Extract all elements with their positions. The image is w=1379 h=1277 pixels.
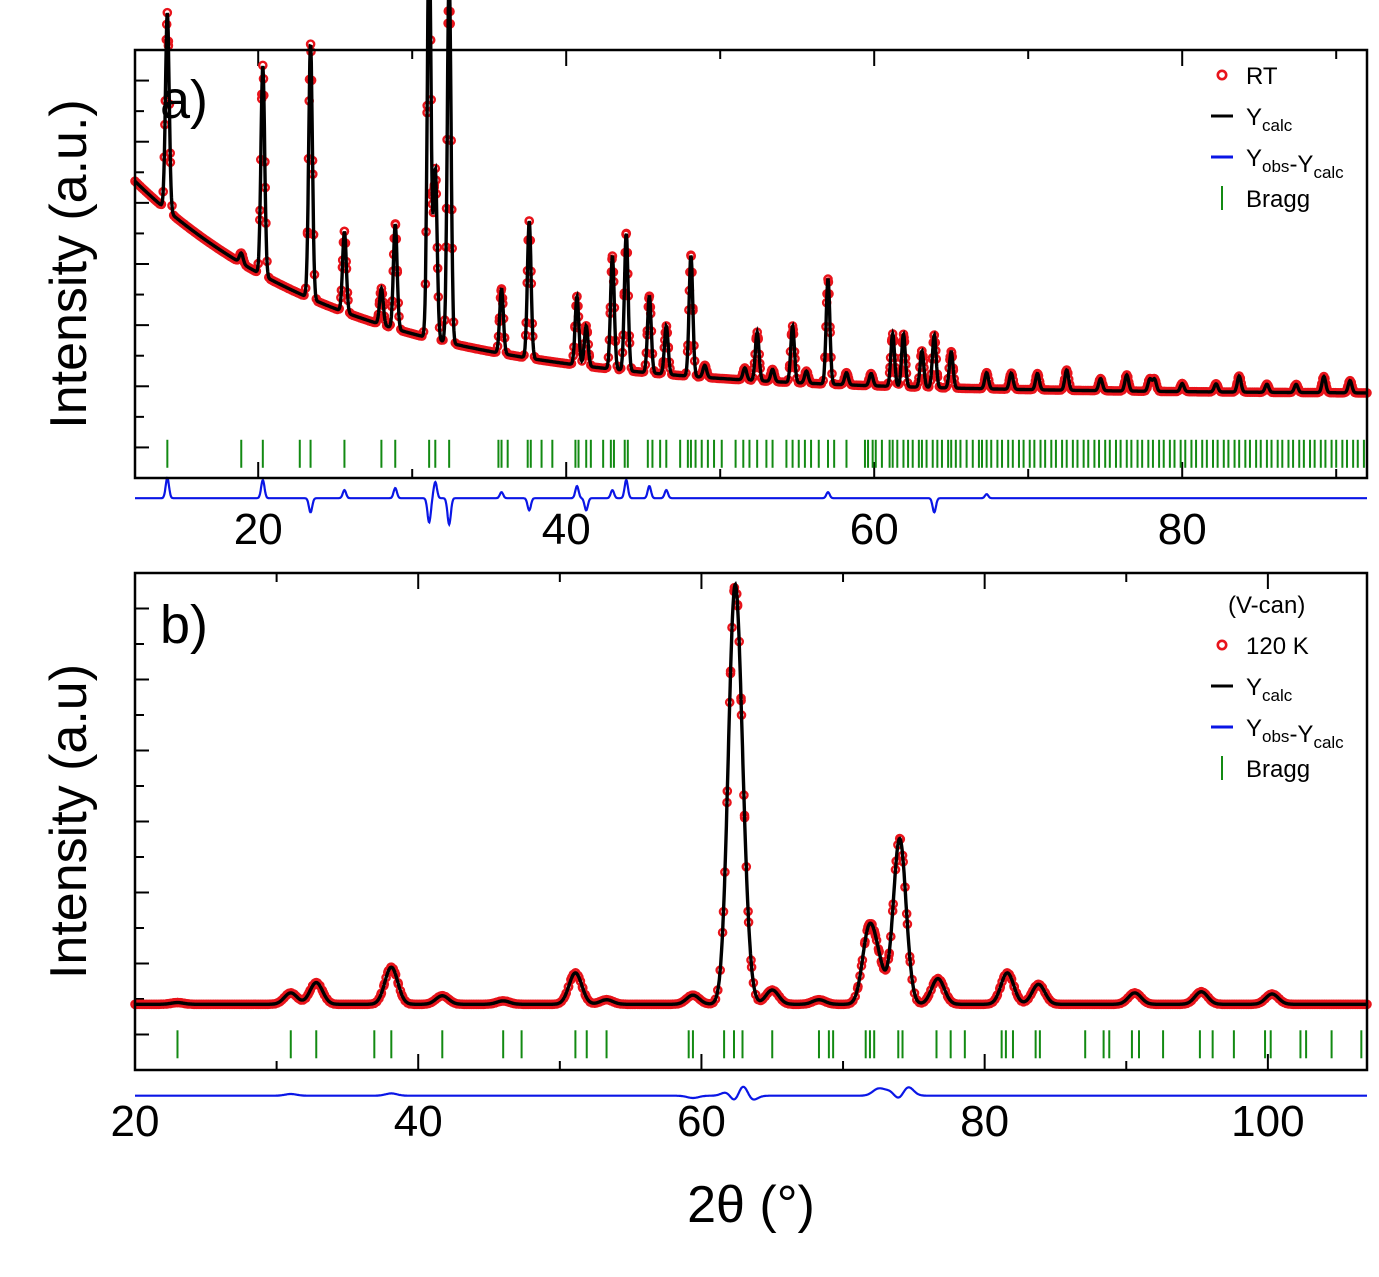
- panel-a-frame: [133, 48, 1369, 480]
- legend-label: Yobs-Ycalc: [1246, 715, 1344, 752]
- observed-point: [1207, 996, 1217, 1006]
- x-tick-label: 80: [960, 1097, 1009, 1146]
- panel-a-minor-ticks: [135, 49, 1338, 479]
- x-tick-label: 20: [234, 505, 283, 554]
- legend-item-bragg: Bragg: [1221, 186, 1310, 213]
- panel-a-difference-curve: [135, 476, 1367, 528]
- observed-point: [1140, 996, 1151, 1007]
- legend-observed-symbol: [1216, 639, 1228, 651]
- svg-text:(V-can): (V-can): [1228, 592, 1305, 619]
- panel-a-observed-points: [130, 6, 1372, 398]
- panel-b-x-tick-labels: 20 40 60 80 100: [111, 1097, 1305, 1146]
- legend-item-header: (V-can): [1228, 592, 1305, 619]
- panel-a-bragg-markers: [166, 439, 1365, 468]
- legend-label: 120 K: [1246, 633, 1309, 660]
- x-axis-title: 2θ (°): [687, 1176, 815, 1234]
- observed-point: [321, 993, 332, 1004]
- legend-label: Bragg: [1246, 186, 1310, 213]
- observed-point: [1044, 994, 1054, 1005]
- panel-b-calculated-curve: [135, 581, 1367, 1006]
- panel-a-x-tick-labels: 20 40 60 80: [234, 505, 1207, 554]
- legend-item-diff: Yobs-Ycalc: [1211, 145, 1344, 182]
- x-tick-label: 60: [850, 505, 899, 554]
- observed-point: [778, 995, 788, 1006]
- legend-item-calc: Ycalc: [1211, 104, 1293, 135]
- x-tick-label: 40: [394, 1097, 443, 1146]
- x-tick-label: 100: [1231, 1097, 1304, 1146]
- legend-item-obs: 120 K: [1216, 633, 1309, 660]
- panel-b-frame: [133, 571, 1369, 1072]
- panel-b-label: b): [160, 595, 208, 655]
- panel-b: 20 40 60 80 100 b) Intensity (a.u) (V-can) 12…: [40, 571, 1372, 1146]
- legend-observed-symbol: [1216, 69, 1228, 81]
- panel-a: 20 40 60 80 a) Intensity (a.u.) RT Ycalc Yobs…: [40, 0, 1372, 554]
- legend-label: Yobs-Ycalc: [1246, 145, 1344, 182]
- panel-b-difference-curve: [135, 1085, 1367, 1101]
- panel-b-bragg-markers: [176, 1030, 1363, 1059]
- legend-item-bragg: Bragg: [1221, 756, 1310, 783]
- x-tick-label: 40: [542, 505, 591, 554]
- legend-item-calc: Ycalc: [1211, 674, 1293, 705]
- legend-label: Ycalc: [1246, 674, 1293, 705]
- legend-label: Ycalc: [1246, 104, 1293, 135]
- legend-label: Bragg: [1246, 756, 1310, 783]
- legend-item-obs: RT: [1216, 63, 1278, 90]
- panel-a-calculated-curve: [133, 0, 1367, 395]
- panel-a-legend: RT Ycalc Yobs-Ycalc Bragg: [1211, 63, 1344, 213]
- panel-b-legend: (V-can) 120 K Ycalc Yobs-Ycalc Bragg: [1211, 592, 1344, 783]
- legend-label: RT: [1246, 63, 1278, 90]
- panel-b-y-axis-title: Intensity (a.u): [40, 664, 98, 979]
- x-tick-label: 20: [111, 1097, 160, 1146]
- panel-a-y-axis-title: Intensity (a.u.): [40, 99, 98, 428]
- x-tick-label: 80: [1158, 505, 1207, 554]
- legend-item-diff: Yobs-Ycalc: [1211, 715, 1344, 752]
- x-tick-label: 60: [677, 1097, 726, 1146]
- panel-a-label: a): [160, 70, 208, 130]
